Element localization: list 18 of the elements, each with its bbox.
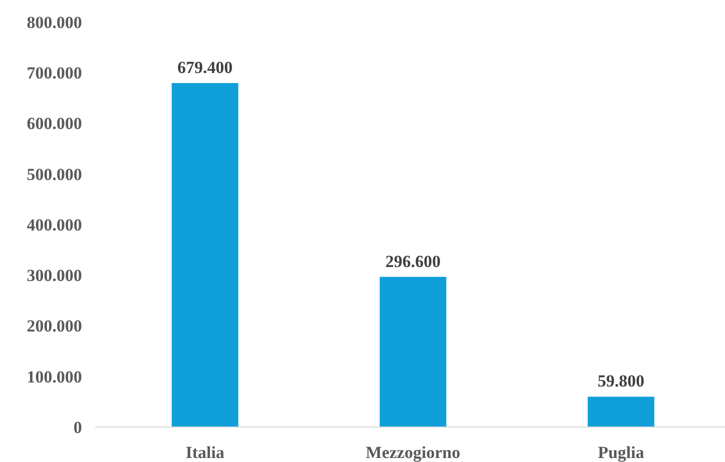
data-label: 59.800 — [598, 372, 644, 391]
data-label: 679.400 — [177, 58, 233, 78]
bar — [588, 396, 654, 427]
y-tick-label: 400.000 — [26, 215, 82, 234]
x-tick-label: Puglia — [598, 443, 645, 462]
bar — [380, 276, 446, 427]
data-label: 296.600 — [385, 252, 441, 271]
y-tick-label: 700.000 — [26, 64, 82, 83]
y-tick-label: 200.000 — [26, 316, 82, 336]
y-tick-label: 500.000 — [26, 164, 82, 184]
bar — [172, 83, 238, 427]
x-tick-label: Mezzogiorno — [366, 443, 460, 462]
y-tick-label: 100.000 — [26, 367, 82, 386]
x-tick-label: Italia — [186, 443, 225, 462]
y-tick-label: 300.000 — [26, 266, 82, 286]
y-tick-label: 0 — [74, 418, 82, 437]
y-tick-label: 600.000 — [26, 114, 82, 134]
y-tick-label: 800.000 — [26, 12, 82, 32]
